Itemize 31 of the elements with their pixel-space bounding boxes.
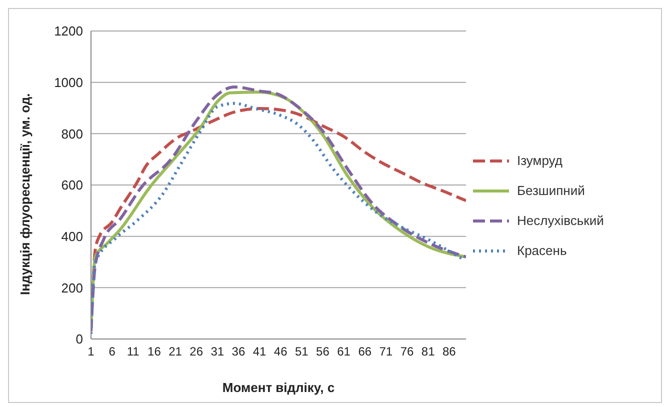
legend-label: Ізумруд <box>517 153 562 168</box>
x-tick-label: 76 <box>400 344 414 359</box>
legend-label: Красень <box>517 243 567 258</box>
y-tick-label: 400 <box>61 228 83 244</box>
y-tick-label: 1000 <box>54 74 83 90</box>
x-tick-label: 31 <box>210 344 224 359</box>
y-tick-label: 1200 <box>54 24 83 39</box>
legend-label: Неслухівський <box>517 213 604 228</box>
x-tick-label: 41 <box>252 344 267 359</box>
x-tick-label: 1 <box>88 344 95 359</box>
x-tick-label: 46 <box>274 344 288 359</box>
x-tick-label: 11 <box>126 344 140 359</box>
x-tick-label: 6 <box>108 344 116 359</box>
y-tick-label: 600 <box>61 178 83 193</box>
x-tick-label: 86 <box>442 344 456 359</box>
x-tick-label: 71 <box>379 344 393 359</box>
y-axis-title: Індукція флуоресценції, ум. од. <box>18 93 33 295</box>
x-tick-label: 26 <box>190 344 204 359</box>
x-tick-label: 81 <box>421 344 436 359</box>
x-tick-label: 61 <box>337 344 351 359</box>
x-tick-label: 56 <box>316 344 330 359</box>
y-tick-label: 800 <box>61 126 83 142</box>
legend-label: Безшипний <box>517 183 585 198</box>
x-tick-label: 66 <box>358 344 372 359</box>
x-tick-label: 16 <box>148 344 162 359</box>
x-tick-label: 51 <box>294 344 309 359</box>
x-tick-label: 36 <box>232 344 246 359</box>
y-tick-label: 200 <box>61 280 83 296</box>
x-axis-title: Момент відліку, с <box>222 380 335 395</box>
x-tick-label: 21 <box>168 344 182 359</box>
y-tick-label: 0 <box>76 332 83 347</box>
